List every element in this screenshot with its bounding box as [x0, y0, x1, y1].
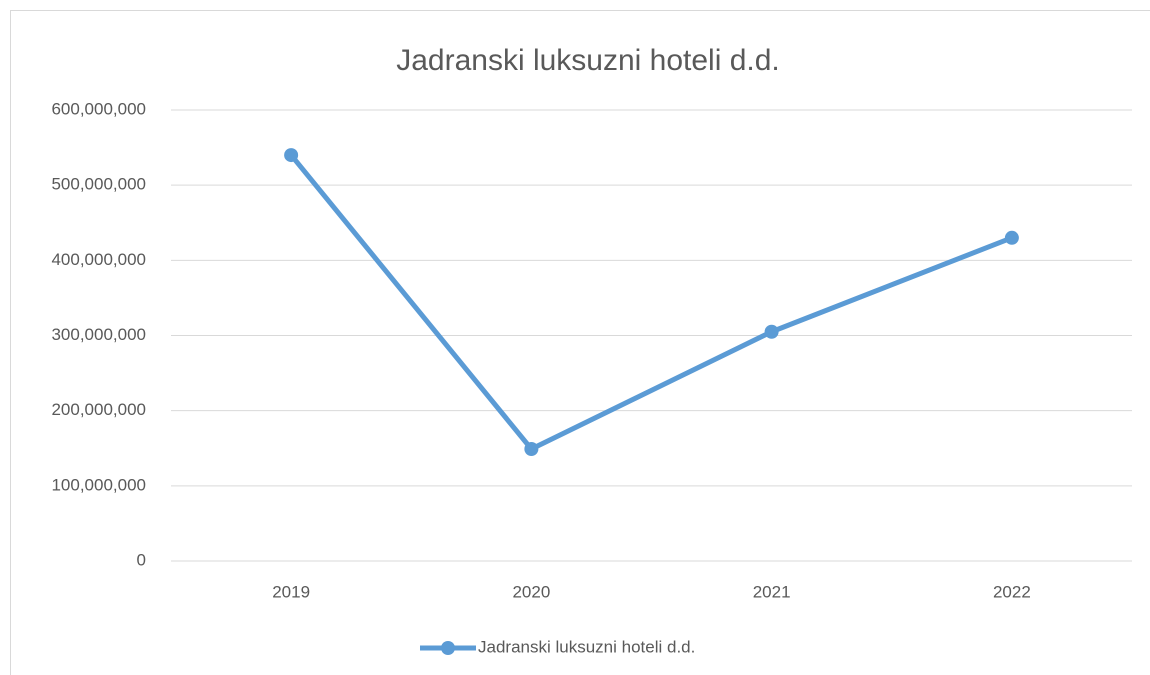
y-tick-label: 600,000,000: [51, 99, 146, 118]
data-point: [284, 148, 299, 163]
x-tick-label: 2019: [272, 582, 310, 601]
data-point: [1004, 230, 1019, 245]
x-tick-label: 2022: [993, 582, 1031, 601]
series-line: [289, 153, 1013, 452]
x-tick-label: 2020: [512, 582, 550, 601]
y-tick-label: 500,000,000: [51, 175, 146, 194]
y-tick-label: 300,000,000: [51, 325, 146, 344]
data-point: [764, 324, 779, 339]
legend-marker: [441, 641, 455, 655]
chart-title: Jadranski luksuzni hoteli d.d.: [396, 44, 780, 77]
y-tick-label: 0: [137, 550, 146, 569]
legend-label: Jadranski luksuzni hoteli d.d.: [478, 637, 695, 656]
chart-frame: [10, 10, 1150, 675]
y-tick-label: 200,000,000: [51, 400, 146, 419]
y-tick-label: 400,000,000: [51, 250, 146, 269]
y-tick-label: 100,000,000: [51, 475, 146, 494]
x-tick-label: 2021: [753, 582, 791, 601]
data-point: [524, 442, 539, 457]
